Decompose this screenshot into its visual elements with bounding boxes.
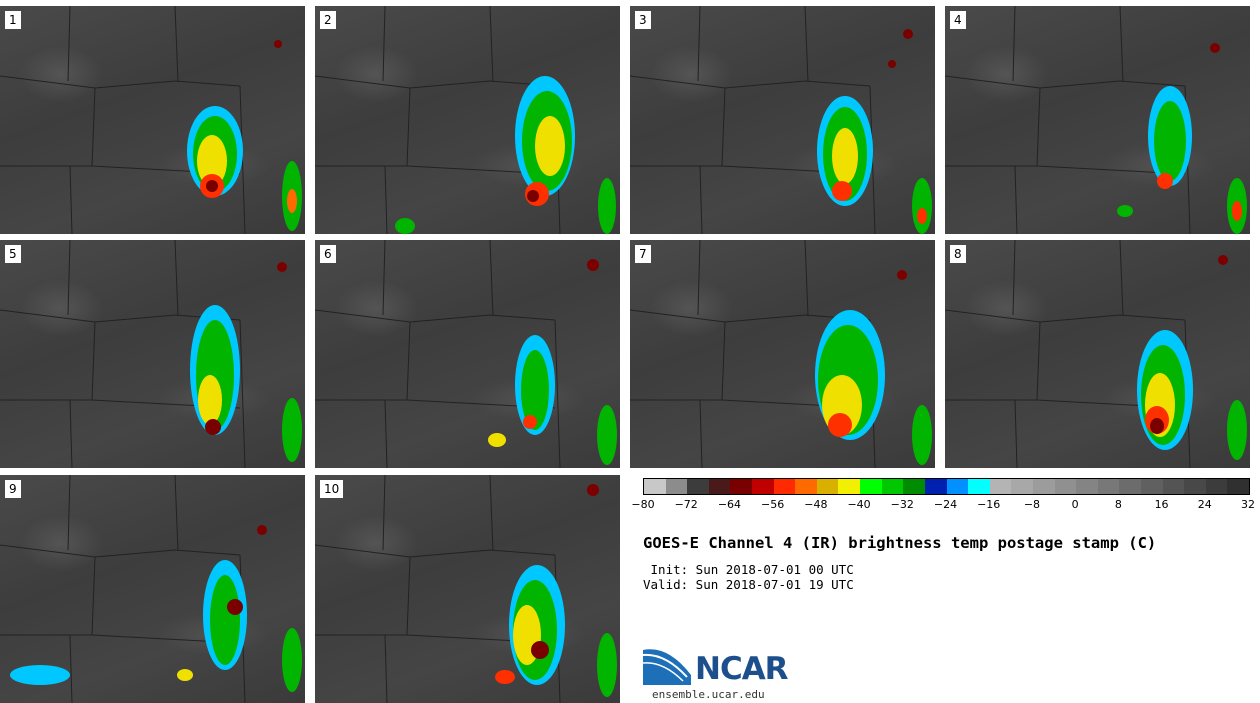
colorbar-segment	[687, 479, 709, 494]
panel-2: 2	[315, 6, 620, 234]
panel-8: 8	[945, 240, 1250, 468]
colorbar-segment	[838, 479, 861, 494]
site-url: ensemble.ucar.edu	[652, 688, 765, 701]
colorbar-tick-label: −40	[847, 498, 871, 511]
colorbar-tick-label: 8	[1114, 498, 1122, 511]
ir-imagery	[0, 6, 302, 234]
colorbar-tick-label: −48	[804, 498, 828, 511]
colorbar-tick-label: −32	[890, 498, 914, 511]
colorbar-segment	[1141, 479, 1163, 494]
ir-imagery	[630, 240, 932, 468]
figure-title: GOES-E Channel 4 (IR) brightness temp po…	[643, 534, 1157, 552]
colorbar-segment	[1011, 479, 1033, 494]
colorbar-segment	[1076, 479, 1098, 494]
colorbar-segment	[1227, 479, 1250, 494]
panel-10: 10	[315, 475, 620, 703]
colorbar-ticks: −80 −72 −64 −56 −48 −40 −32 −24 −16 −8 0 8 16 24 32	[631, 498, 1255, 514]
panel-4: 4	[945, 6, 1250, 234]
colorbar-segment	[1054, 479, 1077, 494]
colorbar-tick-label: −16	[977, 498, 1001, 511]
colorbar-tick-label: 16	[1154, 498, 1169, 511]
colorbar-tick-label: 32	[1241, 498, 1255, 511]
colorbar-segment	[968, 479, 990, 494]
ir-imagery	[945, 6, 1247, 234]
ncar-logo-text: NCAR	[695, 651, 789, 687]
panel-number: 9	[5, 480, 21, 498]
colorbar-segment	[1184, 479, 1206, 494]
colorbar-segment	[816, 479, 839, 494]
colorbar-tick-label: −72	[674, 498, 698, 511]
colorbar-segment	[903, 479, 925, 494]
init-time: Init: Sun 2018-07-01 00 UTC	[643, 562, 854, 577]
panel-number: 10	[320, 480, 344, 498]
panel-number: 7	[635, 245, 651, 263]
panel-3: 3	[630, 6, 935, 234]
colorbar-segment	[860, 479, 882, 494]
colorbar-segment	[924, 479, 947, 494]
colorbar-segment	[644, 479, 666, 494]
panel-7: 7	[630, 240, 935, 468]
colorbar-tick-label: 0	[1071, 498, 1079, 511]
colorbar	[643, 478, 1250, 495]
colorbar-segment	[795, 479, 817, 494]
ir-imagery	[945, 240, 1247, 468]
panel-number: 8	[950, 245, 966, 263]
colorbar-segment	[1097, 479, 1120, 494]
colorbar-tick-label: 24	[1197, 498, 1212, 511]
panel-number: 1	[5, 11, 21, 29]
ir-imagery	[315, 475, 617, 703]
ir-imagery	[315, 6, 616, 234]
panel-6: 6	[315, 240, 620, 468]
panel-number: 5	[5, 245, 21, 263]
colorbar-segment	[708, 479, 731, 494]
ir-imagery	[630, 6, 932, 234]
colorbar-segment	[730, 479, 753, 494]
colorbar-segment	[752, 479, 774, 494]
panel-9: 9	[0, 475, 305, 703]
panel-number: 6	[320, 245, 336, 263]
panel-1: 1	[0, 6, 305, 234]
ir-imagery	[0, 475, 302, 703]
colorbar-segment	[989, 479, 1012, 494]
colorbar-tick-label: −8	[1023, 498, 1041, 511]
colorbar-segment	[1119, 479, 1142, 494]
panel-5: 5	[0, 240, 305, 468]
colorbar-segment	[773, 479, 796, 494]
colorbar-tick-label: −56	[761, 498, 785, 511]
colorbar-segment	[881, 479, 904, 494]
colorbar-tick-label: −24	[933, 498, 958, 511]
colorbar-tick-label: −64	[717, 498, 742, 511]
colorbar-segment	[1205, 479, 1228, 494]
colorbar-segment	[665, 479, 688, 494]
colorbar-segment	[1032, 479, 1055, 494]
panel-number: 2	[320, 11, 336, 29]
valid-time: Valid: Sun 2018-07-01 19 UTC	[643, 577, 854, 592]
panel-number: 4	[950, 11, 966, 29]
ncar-logo-icon	[643, 649, 691, 685]
colorbar-tick-label: −80	[631, 498, 655, 511]
ir-imagery	[0, 240, 302, 468]
colorbar-segment	[946, 479, 969, 494]
panel-number: 3	[635, 11, 651, 29]
colorbar-segment	[1162, 479, 1185, 494]
ir-imagery	[315, 240, 617, 468]
